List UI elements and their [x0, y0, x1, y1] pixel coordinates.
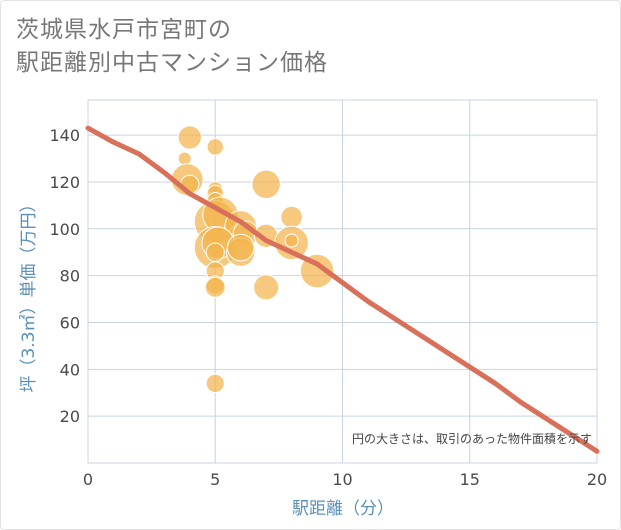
data-point	[206, 138, 224, 156]
data-point	[284, 233, 299, 248]
data-point	[253, 274, 280, 301]
data-point	[205, 242, 225, 262]
chart-title-line2: 駅距離別中古マンション価格	[16, 50, 328, 76]
chart-title-line1: 茨城県水戸市宮町の	[16, 17, 232, 43]
data-point	[177, 151, 192, 166]
data-point	[280, 205, 303, 229]
data-point	[177, 125, 202, 150]
grid-lines	[87, 99, 598, 464]
size-note: 円の大きさは、取引のあった物件面積を示す	[352, 431, 592, 446]
y-tick-label: 40	[60, 360, 80, 379]
y-tick-label: 100	[49, 220, 80, 239]
x-axis-label: 駅距離（分）	[292, 499, 394, 519]
chart-title: 茨城県水戸市宮町の 駅距離別中古マンション価格	[16, 14, 328, 80]
data-point	[204, 276, 226, 298]
x-tick-label: 15	[460, 470, 480, 489]
y-tick-label: 80	[60, 267, 80, 286]
x-tick-label: 5	[210, 470, 220, 489]
y-tick-label: 140	[49, 126, 80, 145]
y-tick-label: 60	[60, 313, 80, 332]
data-point	[251, 169, 281, 200]
y-axis-label: 坪（3.3㎡）単価（万円）	[19, 195, 39, 392]
x-tick-label: 20	[587, 470, 607, 489]
x-tick-label: 10	[332, 470, 352, 489]
x-tick-label: 0	[83, 470, 93, 489]
tick-labels: 20 40 60 80 100 120 140 0 5 10 15 20	[49, 126, 607, 489]
y-tick-label: 20	[60, 407, 80, 426]
data-point	[205, 373, 225, 393]
bubbles	[170, 125, 335, 393]
trend-line	[85, 125, 600, 454]
data-point	[226, 233, 255, 262]
y-tick-label: 120	[49, 173, 80, 192]
trend-layer	[85, 125, 600, 454]
